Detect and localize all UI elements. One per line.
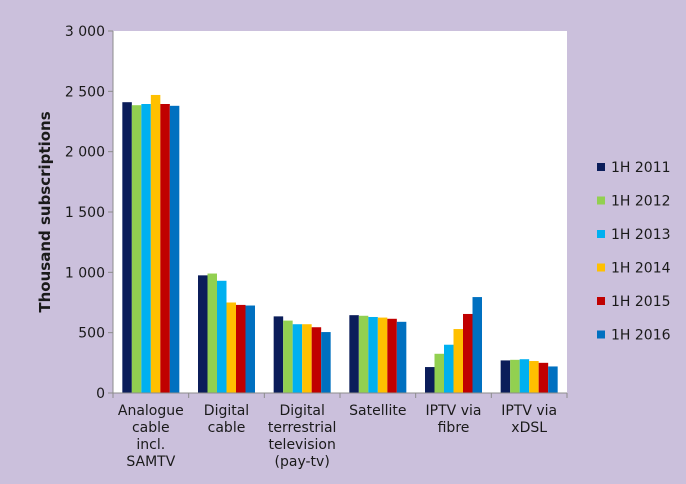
x-category-label: cable: [208, 420, 246, 436]
bar: [236, 304, 246, 393]
bar: [141, 104, 151, 394]
legend-label: 1H 2011: [611, 160, 671, 176]
legend: 1H 2011 1H 2012 1H 2013 1H 2014 1H 2015 1H 20…: [597, 160, 671, 344]
bar: [425, 367, 435, 393]
x-category-label: cable: [132, 420, 170, 436]
bar: [311, 327, 322, 393]
y-tick-label: 500: [78, 326, 105, 342]
bar: [302, 324, 312, 393]
bar: [131, 105, 142, 394]
legend-swatch: [597, 163, 605, 171]
y-tick-label: 3 000: [65, 24, 105, 40]
x-category-label: terrestrial: [268, 420, 337, 436]
bars-group: [122, 94, 558, 394]
x-category-label: (pay-tv): [275, 454, 330, 470]
x-category-label: xDSL: [511, 420, 547, 436]
y-tick-label: 0: [96, 386, 105, 402]
legend-label: 1H 2013: [611, 227, 671, 243]
bar: [453, 329, 463, 393]
bar: [538, 362, 549, 393]
legend-swatch: [597, 330, 605, 339]
bar: [377, 317, 388, 393]
plot-area: [113, 31, 567, 393]
bar: [217, 280, 227, 393]
bar: [500, 360, 511, 393]
bar: [245, 305, 255, 393]
bar: [434, 353, 444, 393]
bar: [169, 105, 180, 394]
y-tick-label: 2 000: [65, 145, 105, 161]
x-category-label: IPTV via: [426, 403, 482, 419]
legend-label: 1H 2016: [611, 328, 671, 344]
bar: [358, 315, 369, 393]
bar: [368, 316, 378, 393]
x-category-label: Analogue: [118, 403, 184, 419]
bar: [122, 102, 132, 394]
y-tick-label: 1 500: [65, 205, 105, 221]
bar: [160, 104, 170, 394]
x-category-label: television: [268, 437, 335, 453]
bar: [510, 359, 520, 393]
bar: [387, 318, 397, 393]
legend-label: 1H 2012: [611, 194, 671, 210]
bar: [273, 316, 284, 393]
y-axis-label: Thousand subscriptions: [36, 111, 54, 312]
bar: [150, 94, 161, 393]
bar: [207, 273, 217, 393]
bar: [396, 321, 407, 393]
bar: [349, 315, 359, 393]
bar: [529, 361, 539, 393]
bar: [519, 359, 530, 393]
bar: [472, 297, 482, 393]
x-category-label: IPTV via: [501, 403, 557, 419]
x-category-label: incl.: [136, 437, 165, 453]
y-ticks-group: 0 500 1 000 1 500 2 000 2 500 3 000: [65, 24, 113, 402]
bar: [292, 324, 303, 393]
legend-swatch: [597, 263, 605, 272]
x-category-label: Digital: [279, 403, 324, 419]
legend-label: 1H 2015: [611, 294, 671, 310]
bar: [463, 313, 473, 393]
x-categories-group: Analoguecableincl.SAMTVDigitalcableDigit…: [112, 393, 568, 470]
y-tick-label: 1 000: [65, 265, 105, 281]
bar: [444, 344, 454, 393]
legend-swatch: [597, 196, 605, 205]
bar: [321, 332, 331, 393]
x-category-label: SAMTV: [126, 454, 175, 470]
bar: [283, 320, 293, 393]
legend-label: 1H 2014: [611, 261, 671, 277]
x-category-label: Satellite: [349, 403, 406, 419]
legend-swatch: [597, 230, 605, 238]
y-tick-label: 2 500: [65, 84, 105, 100]
x-category-label: fibre: [438, 420, 470, 436]
bar: [198, 275, 208, 393]
bar: [548, 366, 558, 393]
bar: [226, 302, 236, 393]
legend-swatch: [597, 297, 605, 305]
x-category-label: Digital: [204, 403, 249, 419]
